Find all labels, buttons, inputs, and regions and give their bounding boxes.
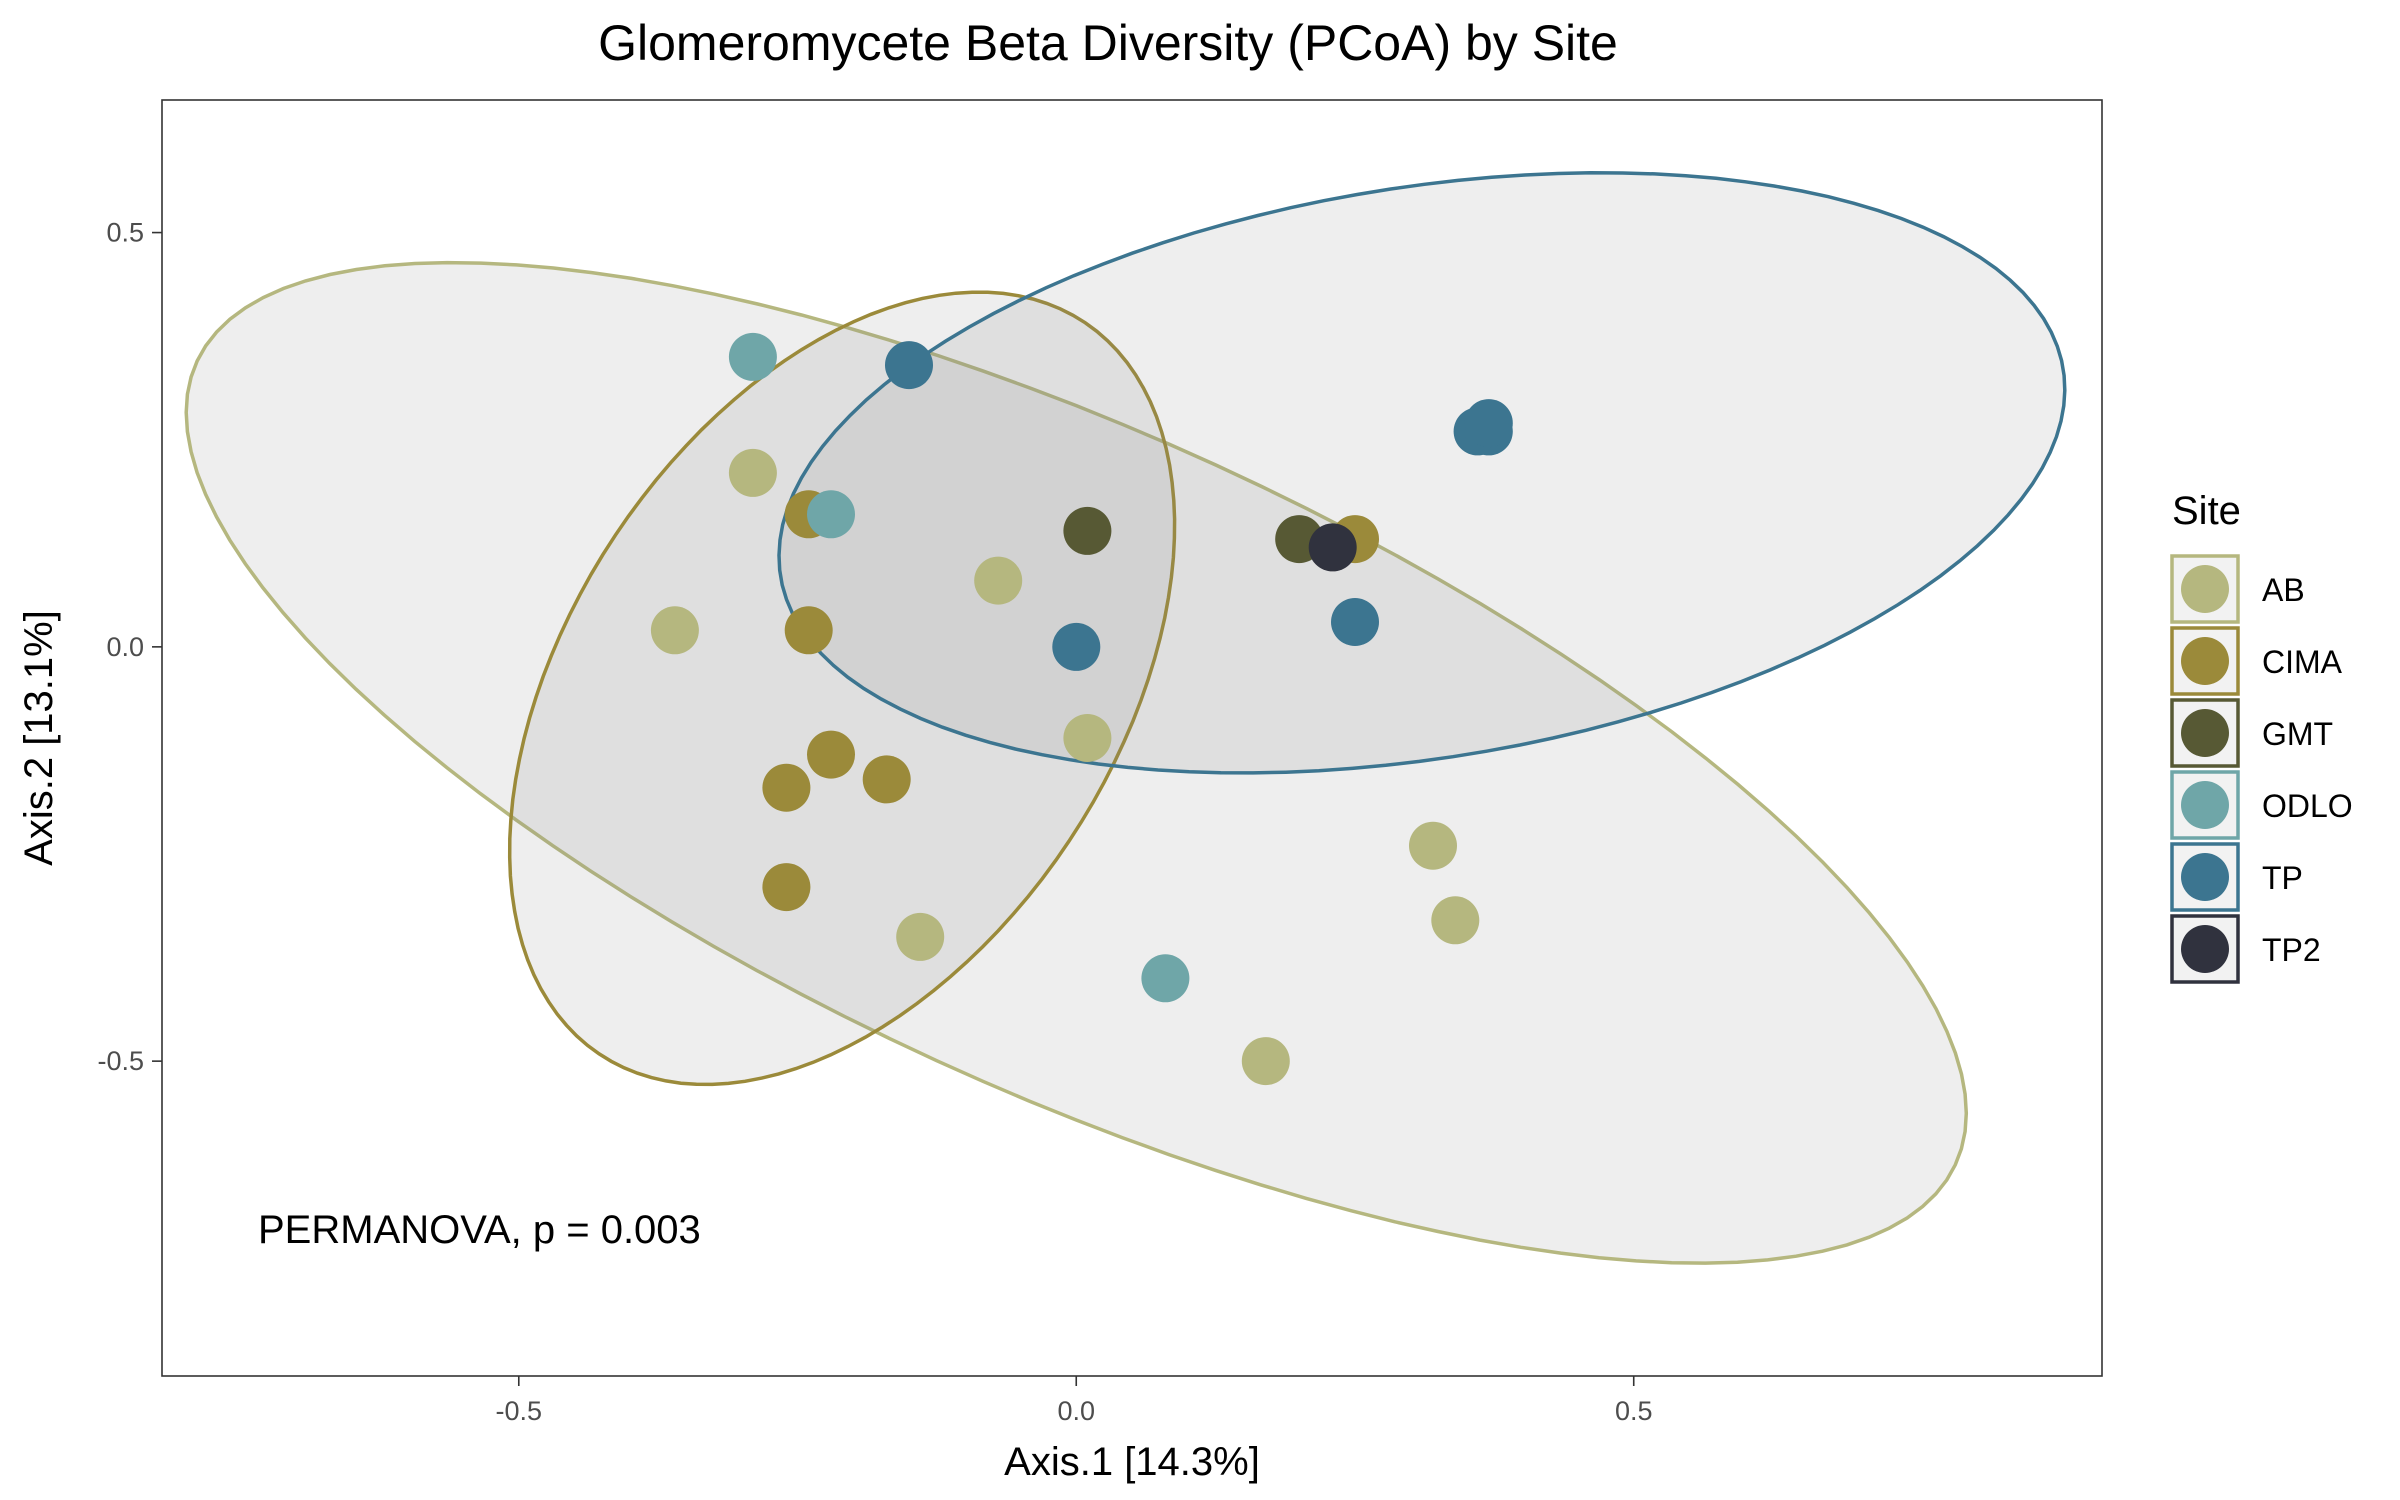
point-tp xyxy=(885,341,933,390)
legend-label: TP2 xyxy=(2262,932,2321,968)
legend-item-gmt: GMT xyxy=(2170,698,2333,768)
legend-item-odlo: ODLO xyxy=(2170,770,2353,840)
legend-title: Site xyxy=(2172,489,2241,533)
legend-swatch xyxy=(2181,781,2229,829)
point-ab xyxy=(1431,896,1480,945)
x-tick-label: 0.0 xyxy=(1057,1396,1095,1426)
point-cima xyxy=(784,606,833,655)
x-tick-label: -0.5 xyxy=(496,1396,543,1426)
legend-swatch xyxy=(2181,925,2229,973)
point-tp xyxy=(1052,622,1101,671)
legend-swatch xyxy=(2181,853,2229,901)
y-tick-label: 0.5 xyxy=(106,218,144,248)
x-tick-label: 0.5 xyxy=(1615,1396,1653,1426)
plot-border xyxy=(161,99,2103,1377)
chart-title: Glomeromycete Beta Diversity (PCoA) by S… xyxy=(598,15,1618,71)
x-axis-label: Axis.1 [14.3%] xyxy=(1004,1440,1260,1484)
y-tick-label: -0.5 xyxy=(97,1046,144,1076)
plot-background xyxy=(162,100,2102,1376)
ellipse-cima xyxy=(507,290,1177,1087)
data-points xyxy=(650,332,1513,1086)
point-odlo xyxy=(807,490,855,539)
point-odlo xyxy=(728,332,777,381)
point-ab xyxy=(1409,821,1457,870)
point-cima xyxy=(762,763,811,812)
point-tp2 xyxy=(1308,523,1357,572)
point-ab xyxy=(650,606,699,655)
y-axis: 0.5 0.0 -0.5 xyxy=(97,218,162,1076)
legend-swatch xyxy=(2181,637,2229,685)
legend-label: ODLO xyxy=(2262,788,2353,824)
legend-swatch xyxy=(2181,565,2229,613)
point-ab xyxy=(1063,714,1112,762)
point-ab xyxy=(728,448,777,497)
legend-label: TP xyxy=(2262,860,2303,896)
legend-item-ab: AB xyxy=(2170,554,2305,624)
point-ab xyxy=(974,556,1023,605)
confidence-ellipses xyxy=(184,171,2067,1265)
ellipse-tp xyxy=(777,171,2067,775)
legend-item-tp2: TP2 xyxy=(2170,914,2321,984)
point-ab xyxy=(896,912,945,961)
y-tick-label: 0.0 xyxy=(106,632,144,662)
point-tp xyxy=(1331,598,1379,646)
point-ab xyxy=(1241,1037,1290,1086)
legend-label: AB xyxy=(2262,572,2305,608)
point-cima xyxy=(807,730,855,779)
point-gmt xyxy=(1063,506,1112,555)
y-axis-label: Axis.2 [13.1%] xyxy=(17,610,61,866)
legend-swatch xyxy=(2181,709,2229,757)
point-cima xyxy=(762,863,811,912)
legend-item-tp: TP xyxy=(2170,842,2303,912)
plot-area: PERMANOVA, p = 0.003 xyxy=(161,99,2103,1377)
point-odlo xyxy=(1141,954,1190,1003)
legend-label: GMT xyxy=(2262,716,2333,752)
point-tp xyxy=(1464,399,1513,448)
legend: Site AB CIMA GMT ODLO TP TP2 xyxy=(2170,489,2353,984)
legend-label: CIMA xyxy=(2262,644,2343,680)
legend-item-cima: CIMA xyxy=(2170,626,2343,696)
x-axis: -0.5 0.0 0.5 xyxy=(496,1376,1653,1426)
point-cima xyxy=(862,755,911,804)
permanova-annotation: PERMANOVA, p = 0.003 xyxy=(258,1208,701,1252)
